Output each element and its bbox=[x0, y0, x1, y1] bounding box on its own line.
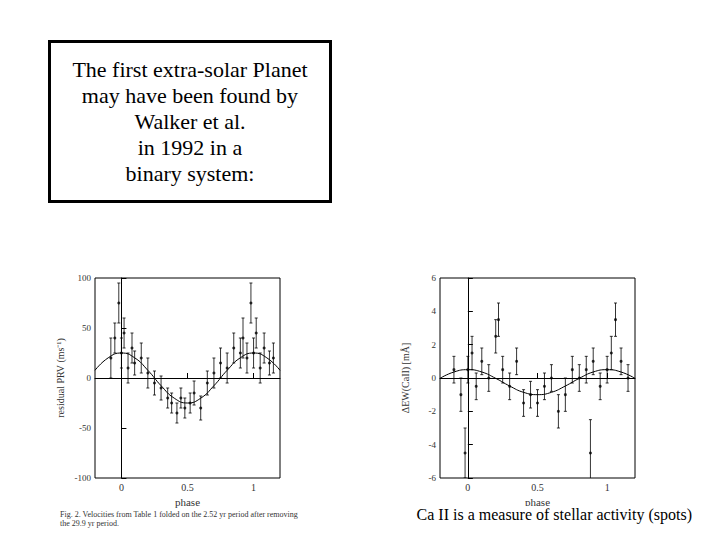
svg-text:0: 0 bbox=[87, 373, 92, 383]
svg-text:-4: -4 bbox=[429, 440, 437, 450]
svg-text:phase: phase bbox=[525, 495, 550, 508]
html-text:The first extra-solar Planet: The first extra-solar Planet bbox=[72, 56, 308, 82]
svg-text:-2: -2 bbox=[429, 406, 437, 416]
svg-text:4: 4 bbox=[432, 306, 437, 316]
svg-text:0: 0 bbox=[119, 482, 124, 493]
svg-text:50: 50 bbox=[82, 323, 92, 333]
svg-text:ΔEW(CaII) [mÅ]: ΔEW(CaII) [mÅ] bbox=[400, 343, 412, 414]
svg-text:0.5: 0.5 bbox=[181, 482, 194, 493]
svg-text:1: 1 bbox=[605, 482, 610, 493]
html-text:in 1992 in a: in 1992 in a bbox=[137, 134, 243, 160]
svg-text:-6: -6 bbox=[429, 473, 437, 483]
svg-text:phase: phase bbox=[175, 496, 200, 508]
svg-text:100: 100 bbox=[78, 273, 92, 283]
html-text:may have been found by: may have been found by bbox=[81, 82, 299, 108]
svg-text:residual PRV (ms⁻¹): residual PRV (ms⁻¹) bbox=[55, 338, 67, 417]
svg-text:2: 2 bbox=[432, 340, 437, 350]
html-text:binary system:: binary system: bbox=[125, 160, 255, 186]
svg-text:-100: -100 bbox=[75, 473, 92, 483]
svg-text:0: 0 bbox=[465, 482, 470, 493]
svg-text:0.5: 0.5 bbox=[531, 482, 544, 493]
html-text:Fig. 2. Velocities from Table: Fig. 2. Velocities from Table 1 folded o… bbox=[60, 510, 298, 528]
svg-text:-50: -50 bbox=[79, 423, 91, 433]
svg-text:1: 1 bbox=[251, 482, 256, 493]
html-text:Ca II is a measure of stellar: Ca II is a measure of stellar activity (… bbox=[416, 506, 692, 523]
svg-text:6: 6 bbox=[432, 273, 437, 283]
html-text:Walker et al.: Walker et al. bbox=[134, 108, 246, 134]
svg-text:0: 0 bbox=[432, 373, 437, 383]
